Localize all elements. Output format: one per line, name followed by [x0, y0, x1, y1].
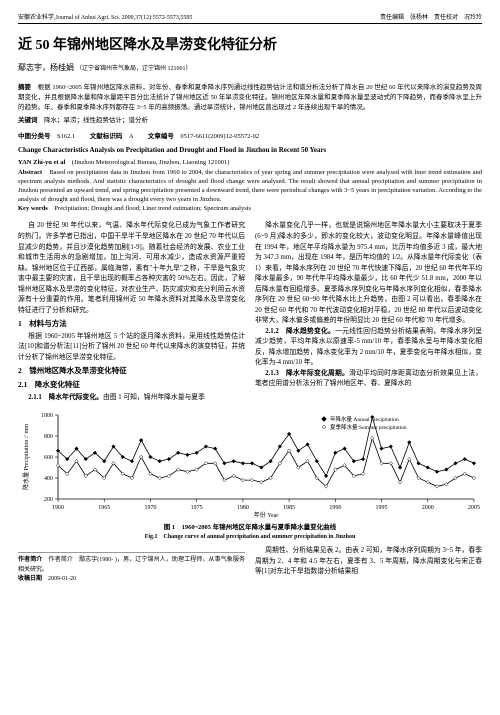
- authors-zh: 鄢志宇，杨桂娟 （辽宁省锦州市气象局，辽宁锦州 121001）: [18, 62, 482, 73]
- section-1-heading: 1 材料与方法: [18, 318, 245, 330]
- sec212-label: 2.1.2 降水趋势变化。: [265, 328, 335, 335]
- bottom-columns: 作者简介 作者简介 鄢志宇(1980- )，男，辽宁锦州人，助理工程师，从事气象…: [18, 546, 482, 584]
- editors: 责任编辑 张杨林 责任校对 况玲玲: [380, 12, 482, 21]
- doc-code: A: [129, 133, 133, 140]
- section-21-heading: 2.1 降水变化特征: [18, 379, 245, 391]
- footer: 作者简介 作者简介 鄢志宇(1980- )，男，辽宁锦州人，助理工程师，从事气象…: [18, 552, 245, 584]
- fig-caption-zh: 图 1 1960~2005 年锦州地区年降水量与夏季降水量变化曲线: [18, 521, 482, 531]
- svg-text:夏季降水量 Summer precipitation: 夏季降水量 Summer precipitation: [330, 423, 407, 431]
- keywords-text: 降水；旱涝；线性趋势估计；谱分析: [44, 117, 148, 124]
- right-column: 降水量变化几乎一样，也就是说锦州地区年降水量大小主要取决于夏季(6~9 月)降水…: [255, 221, 482, 403]
- abstract-label: 摘要: [18, 84, 31, 91]
- svg-text:2000: 2000: [422, 505, 434, 511]
- date-label: 收稿日期: [18, 576, 42, 582]
- abstract-text: 根据 1960~2005 年锦州地区降水资料，对年份、春季和夏季降水序列通过线性…: [18, 84, 482, 111]
- author-bio-text: 作者简介 鄢志宇(1980- )，男，辽宁锦州人，助理工程师，从事气象服务相关研…: [18, 557, 245, 572]
- keywords-label: 关键词: [18, 117, 38, 124]
- affiliation: （辽宁省锦州市气象局，辽宁锦州 121001）: [76, 66, 192, 72]
- svg-text:800: 800: [44, 434, 53, 440]
- receipt-date: 收稿日期 2009-01-20: [18, 575, 245, 584]
- class-no: S162.1: [57, 133, 75, 140]
- abstract-en-label: Abstract: [18, 169, 42, 176]
- svg-text:1995: 1995: [376, 505, 388, 511]
- sec211-text: 由图 1 可知，锦州年降水量与夏季: [103, 394, 205, 401]
- right-p1: 降水量变化几乎一样，也就是说锦州地区年降水量大小主要取决于夏季(6~9 月)降水…: [255, 221, 482, 326]
- keywords-en-label: Key words: [18, 205, 48, 212]
- svg-text:降水量 Precipitation // mm: 降水量 Precipitation // mm: [22, 424, 30, 490]
- svg-text:1990: 1990: [329, 505, 341, 511]
- svg-text:1960: 1960: [52, 505, 64, 511]
- title-zh: 近 50 年锦州地区降水及旱涝变化特征分析: [18, 34, 482, 54]
- svg-text:400: 400: [44, 476, 53, 482]
- svg-text:1980: 1980: [237, 505, 249, 511]
- svg-text:年降水量 Annual precipitation: 年降水量 Annual precipitation: [330, 415, 399, 423]
- svg-text:1000: 1000: [41, 413, 53, 419]
- section-211: 2.1.1 降水年代际变化。由图 1 可知，锦州年降水量与夏季: [18, 393, 245, 404]
- keywords-en-text: Precipitation; Drought and flood; Liner …: [54, 205, 251, 212]
- svg-text:2005: 2005: [468, 505, 480, 511]
- svg-text:年份 Year: 年份 Year: [254, 511, 279, 519]
- section-2-heading: 2 锦州地区降水及旱涝变化特征: [18, 365, 245, 377]
- abstract-en-text: Based on precipitation data in Jinzhou f…: [18, 169, 482, 203]
- header-bar: 安徽农业科学,Journal of Anhui Agri. Sci. 2009,…: [18, 12, 482, 24]
- svg-text:1970: 1970: [144, 505, 156, 511]
- author-bio: 作者简介 作者简介 鄢志宇(1980- )，男，辽宁锦州人，助理工程师，从事气象…: [18, 556, 245, 575]
- affil-en: (Jinzhou Meteorological Bureau, Jinzhou,…: [72, 159, 230, 166]
- classification-line: 中图分类号 S162.1 文献标识码 A 文章编号 0517-6611(2009…: [18, 130, 482, 140]
- title-en: Change Characteristics Analysis on Preci…: [18, 146, 482, 154]
- svg-text:1975: 1975: [191, 505, 203, 511]
- sec213-label: 2.1.3 降水年际变化周期。: [265, 370, 349, 377]
- bottom-left: 作者简介 作者简介 鄢志宇(1980- )，男，辽宁锦州人，助理工程师，从事气象…: [18, 546, 245, 584]
- bottom-right: 周期性、分析结果见表 2。由表 2 可知，年降水序列周期为 3~5 年，春季周期…: [255, 546, 482, 584]
- section-1-text: 根据 1960~2005 年锦州地区 5 个站的逐月降水资料，采用线性趋势估计法…: [18, 332, 245, 364]
- chart-svg: 200 400 600 800 1000 1960 1965 1970 1975 1980 1985…: [18, 409, 482, 519]
- fig-caption-en: Fig.1 Change curve of annual precipitati…: [18, 531, 482, 540]
- abstract-zh: 摘要 根据 1960~2005 年锦州地区降水资料，对年份、春季和夏季降水序列通…: [18, 83, 482, 112]
- class-label: 中图分类号: [18, 133, 51, 140]
- svg-text:1965: 1965: [98, 505, 110, 511]
- left-column: 自 20 世纪 90 年代以来，气温、降水年代际变化已成为气象工作者研究的热门。…: [18, 221, 245, 403]
- journal-info: 安徽农业科学,Journal of Anhui Agri. Sci. 2009,…: [18, 12, 192, 21]
- article-label: 文章编号: [148, 133, 174, 140]
- doc-label: 文献标识码: [90, 133, 123, 140]
- svg-text:1985: 1985: [283, 505, 295, 511]
- bottom-right-text: 周期性、分析结果见表 2。由表 2 可知，年降水序列周期为 3~5 年，春季周期…: [255, 546, 482, 578]
- article-no: 0517-6611(2009)12-05572-02: [180, 133, 259, 140]
- section-212: 2.1.2 降水趋势变化。一元线性回归趋势分析结果表明，年降水序列呈减少趋势，平…: [255, 327, 482, 369]
- intro-paragraph: 自 20 世纪 90 年代以来，气温、降水年代际变化已成为气象工作者研究的热门。…: [18, 221, 245, 316]
- author-names: 鄢志宇，杨桂娟: [18, 63, 74, 72]
- authors-en: YAN Zhi-yu et al (Jinzhou Meteorological…: [18, 156, 482, 166]
- author-en-names: YAN Zhi-yu et al: [18, 159, 65, 166]
- keywords-zh: 关键词 降水；旱涝；线性趋势估计；谱分析: [18, 116, 482, 126]
- svg-text:200: 200: [44, 497, 53, 503]
- body-columns: 自 20 世纪 90 年代以来，气温、降水年代际变化已成为气象工作者研究的热门。…: [18, 221, 482, 403]
- sec211-label: 2.1.1 降水年代际变化。: [28, 394, 103, 401]
- date-value: 2009-01-20: [48, 576, 76, 582]
- figure-1: 200 400 600 800 1000 1960 1965 1970 1975 1980 1985…: [18, 409, 482, 540]
- svg-text:600: 600: [44, 455, 53, 461]
- abstract-en: Abstract Based on precipitation data in …: [18, 168, 482, 213]
- section-213: 2.1.3 降水年际变化周期。滑动平均同时序距离动态分析效果见上法，笔者应用谱分…: [255, 369, 482, 390]
